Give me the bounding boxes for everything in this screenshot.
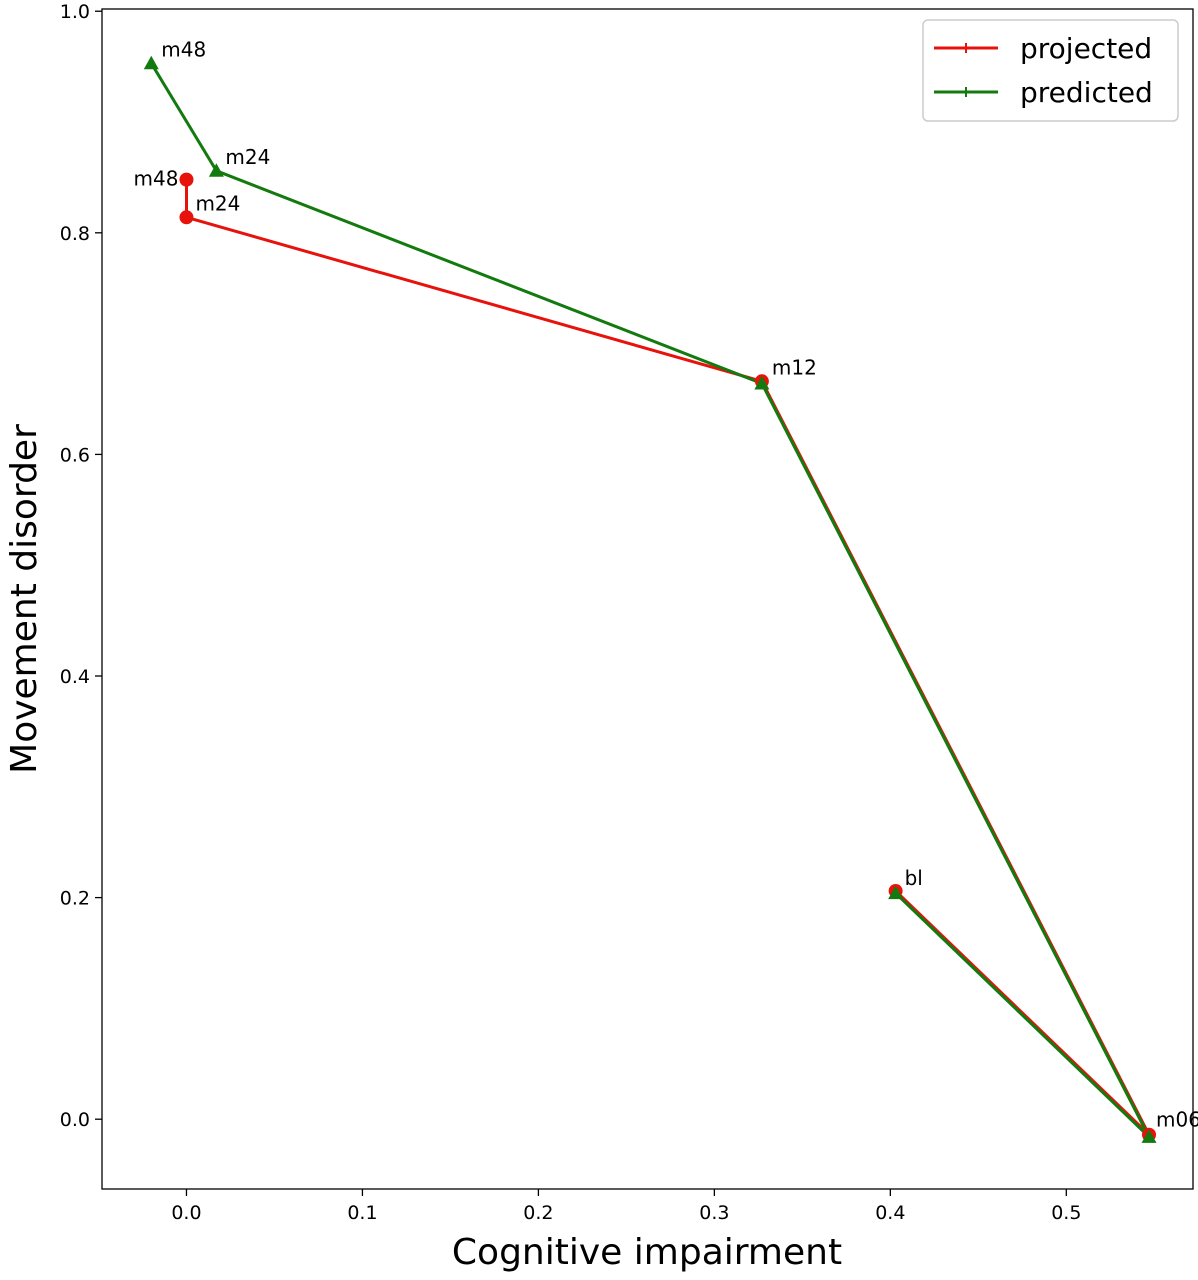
point-label: bl [905,866,923,890]
y-tick-label: 0.2 [60,888,90,910]
x-tick-label: 0.3 [699,1202,729,1224]
y-tick-label: 0.6 [60,444,90,466]
x-tick-label: 0.4 [875,1202,905,1224]
point-label: m24 [195,191,240,215]
data-point-predicted [208,163,224,177]
y-tick-label: 0.8 [60,223,90,245]
y-tick-label: 0.0 [60,1109,90,1131]
x-tick-label: 0.0 [171,1202,201,1224]
point-label: m48 [161,37,206,61]
y-tick-label: 0.4 [60,666,90,688]
point-label: m48 [134,167,179,191]
legend-label-predicted: predicted [1020,76,1153,109]
x-tick-label: 0.5 [1051,1202,1081,1224]
legend-box [922,19,1179,122]
y-tick-label: 1.0 [60,1,90,23]
x-tick-label: 0.1 [347,1202,377,1224]
plot-background [102,9,1193,1189]
data-point-projected [179,210,194,225]
data-point-predicted [754,375,770,390]
y-axis-title: Movement disorder [4,424,45,774]
point-label: m24 [225,145,270,169]
point-label: m06 [1156,1108,1198,1132]
point-label: m12 [772,355,817,379]
y-axis-ticks: 0.0 0.2 0.4 0.6 0.8 1.0 [60,1,102,1131]
x-axis-title: Cognitive impairment [452,1232,842,1273]
x-axis-ticks: 0.0 0.1 0.2 0.3 0.4 0.5 [171,1189,1081,1224]
legend: projected predicted [922,19,1179,122]
plot-frame [101,8,1194,1190]
x-tick-label: 0.2 [523,1202,553,1224]
point-labels: bl m06 m12 m24 m48 m24 m48 [134,37,1198,1131]
data-point-predicted [1141,1129,1157,1143]
data-point-predicted [143,55,159,70]
legend-label-projected: projected [1020,32,1152,65]
data-point-predicted [888,885,904,900]
series-markers [143,55,1157,1143]
data-point-projected [179,172,194,187]
